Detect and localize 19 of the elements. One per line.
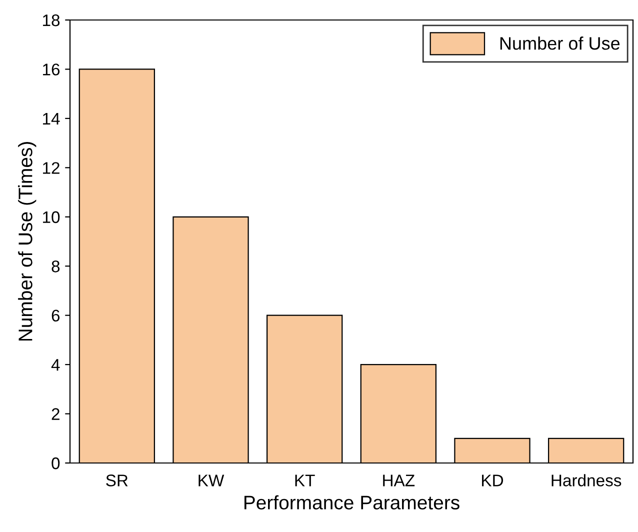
y-tick-label: 6: [52, 310, 60, 322]
legend-label: Number of Use: [500, 36, 620, 50]
y-tick-label: 18: [43, 14, 60, 26]
y-tick-label: 10: [43, 211, 60, 224]
y-axis-title: Number of Use (Times): [18, 142, 36, 341]
x-tick-label: KD: [482, 474, 504, 486]
y-tick-label: 16: [43, 64, 60, 76]
y-tick-label: 8: [52, 260, 60, 272]
y-tick-label: 12: [43, 162, 60, 174]
x-tick-label: KT: [295, 474, 315, 486]
y-tick-label: 4: [51, 359, 60, 371]
x-axis-title: Performance Parameters: [244, 495, 460, 510]
x-tick-label: KW: [198, 474, 224, 486]
x-tick-label: HAZ: [383, 474, 415, 486]
x-tick-label: Hardness: [552, 474, 622, 486]
y-tick-label: 0: [52, 457, 60, 470]
x-tick-label: SR: [106, 474, 128, 486]
y-tick-label: 2: [52, 408, 60, 420]
y-tick-label: 14: [43, 113, 60, 124]
